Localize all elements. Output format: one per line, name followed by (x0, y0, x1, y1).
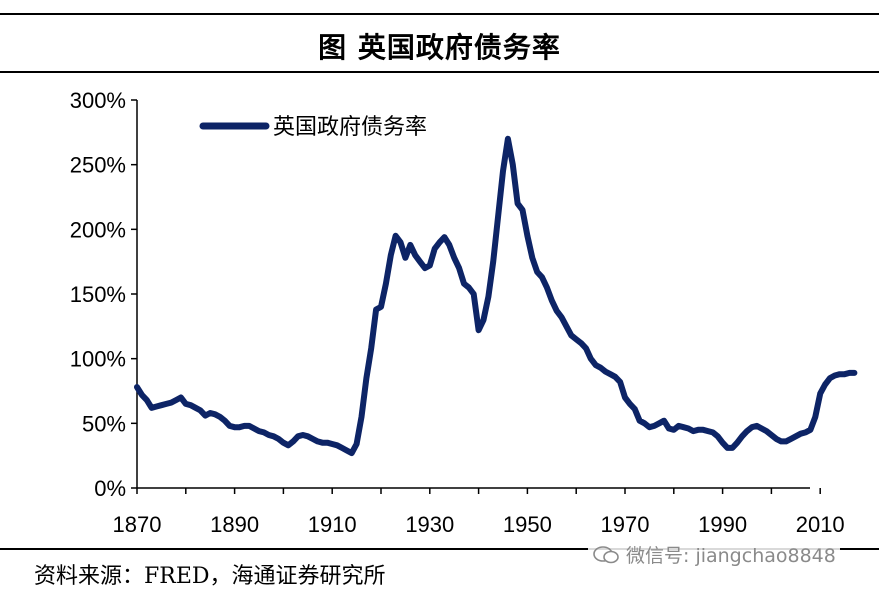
x-tick-label: 2010 (796, 512, 845, 537)
y-axis: 0% 50% 100% 150% 200% 250% 300% (70, 88, 138, 501)
y-tick-label: 50% (82, 411, 126, 436)
title-bar: 图 英国政府债务率 (0, 13, 879, 73)
watermark-text: 微信号: jiangchao8848 (626, 545, 836, 567)
series-line-0 (134, 135, 858, 457)
y-tick-label: 250% (70, 153, 126, 178)
x-tick-label: 1970 (601, 512, 650, 537)
x-tick-label: 1990 (698, 512, 747, 537)
x-axis: 1870 1890 1910 1930 1950 1970 1990 2010 (113, 487, 845, 537)
source-note: 资料来源：FRED，海通证券研究所 (34, 564, 386, 589)
legend: 英国政府债务率 (199, 115, 427, 140)
x-tick-label: 1950 (503, 512, 552, 537)
y-tick-label: 150% (70, 282, 126, 307)
series-layer (134, 135, 858, 457)
x-tick-label: 1870 (113, 512, 162, 537)
x-tick-label: 1930 (405, 512, 454, 537)
legend-label: 英国政府债务率 (273, 115, 427, 140)
y-tick-label: 100% (70, 347, 126, 372)
footer-divider (0, 548, 879, 550)
x-tick-label: 1910 (308, 512, 357, 537)
watermark: 微信号: jiangchao8848 (588, 541, 840, 568)
wechat-icon (593, 545, 619, 563)
y-tick-label: 300% (70, 88, 126, 113)
x-tick-label: 1890 (210, 512, 259, 537)
y-tick-label: 0% (94, 476, 126, 501)
y-tick-label: 200% (70, 217, 126, 242)
chart-title: 图 英国政府债务率 (318, 31, 561, 64)
